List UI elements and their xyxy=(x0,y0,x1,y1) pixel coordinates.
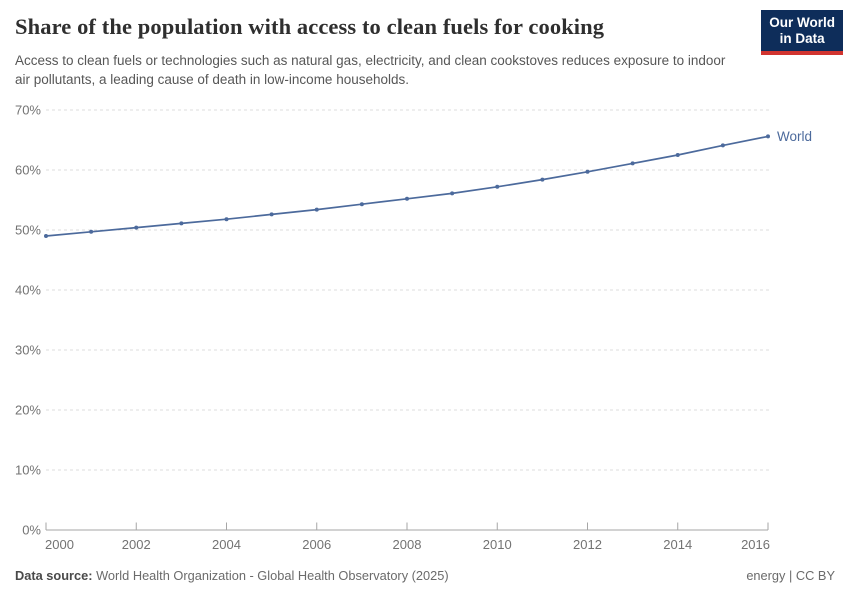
x-tick-label: 2016 xyxy=(741,537,770,552)
data-point xyxy=(720,143,725,148)
chart-subtitle: Access to clean fuels or technologies su… xyxy=(15,53,726,87)
y-tick-label: 20% xyxy=(15,403,41,418)
data-point xyxy=(495,184,500,189)
owid-logo-line2: in Data xyxy=(779,30,825,46)
data-point xyxy=(89,229,94,234)
page-title: Share of the population with access to c… xyxy=(15,14,605,39)
y-tick-label: 70% xyxy=(15,103,41,118)
data-point xyxy=(179,221,184,226)
y-tick-label: 40% xyxy=(15,283,41,298)
y-tick-label: 60% xyxy=(15,163,41,178)
chart-footer: Data source: World Health Organization -… xyxy=(15,568,835,583)
data-point xyxy=(630,161,635,166)
x-tick-label: 2008 xyxy=(393,537,422,552)
owid-logo-line1: Our World xyxy=(769,15,835,30)
data-point xyxy=(224,217,229,222)
data-point xyxy=(766,134,770,139)
data-point xyxy=(44,234,48,238)
x-tick-label: 2000 xyxy=(45,537,74,552)
data-point xyxy=(269,212,274,217)
x-tick-label: 2012 xyxy=(573,537,602,552)
y-tick-label: 30% xyxy=(15,343,41,358)
data-point xyxy=(450,191,455,196)
x-tick-label: 2004 xyxy=(212,537,241,552)
data-point xyxy=(540,177,545,182)
y-tick-label: 0% xyxy=(22,523,41,538)
series-end-label: World xyxy=(777,129,812,144)
x-tick-label: 2010 xyxy=(483,537,512,552)
x-tick-label: 2006 xyxy=(302,537,331,552)
owid-logo: Our World in Data xyxy=(761,10,843,55)
data-point xyxy=(675,153,680,157)
license-text: energy | CC BY xyxy=(746,568,835,583)
x-tick-label: 2002 xyxy=(122,537,151,552)
data-source-label: Data source: xyxy=(15,568,93,583)
y-tick-label: 10% xyxy=(15,463,41,478)
data-point xyxy=(314,207,319,212)
y-tick-label: 50% xyxy=(15,223,41,238)
data-source: Data source: World Health Organization -… xyxy=(15,568,449,583)
data-point xyxy=(405,196,409,201)
data-point xyxy=(359,202,364,207)
x-tick-label: 2014 xyxy=(663,537,692,552)
data-source-value: World Health Organization - Global Healt… xyxy=(92,568,449,583)
series-line-world xyxy=(45,135,769,237)
data-point xyxy=(134,225,139,230)
data-point xyxy=(585,169,590,174)
